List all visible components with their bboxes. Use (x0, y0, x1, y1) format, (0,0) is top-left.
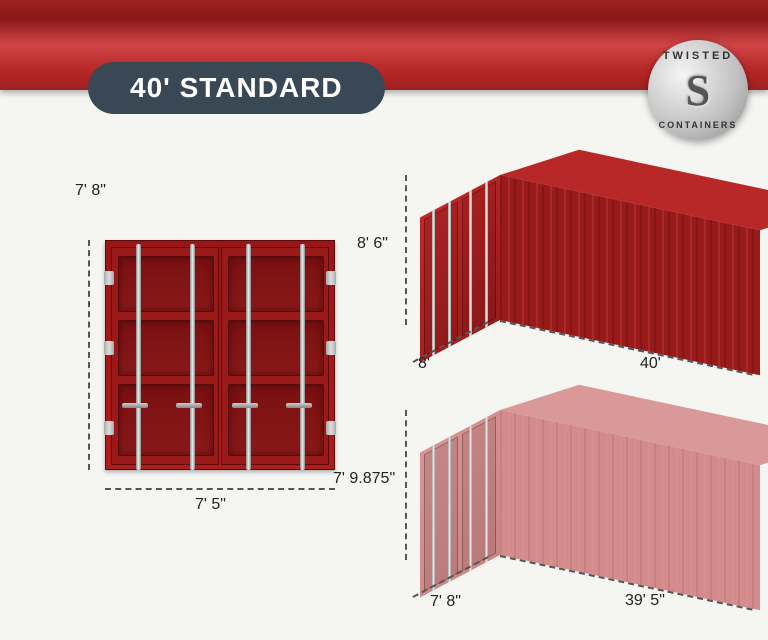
front-width-label: 7' 5" (195, 496, 226, 514)
ext-length-label: 40' (640, 355, 661, 373)
ext-height-dash (405, 175, 407, 325)
logo-letter: S (686, 65, 710, 116)
int-width-label: 7' 8" (430, 593, 461, 611)
title-pill: 40' STANDARD (88, 62, 385, 114)
int-length-label: 39' 5" (625, 592, 665, 610)
title-text: 40' STANDARD (130, 72, 343, 103)
front-width-dash (105, 488, 335, 490)
logo-top-text: TWISTED (663, 50, 734, 62)
front-door-left (111, 247, 219, 465)
int-height-label: 7' 9.875" (333, 470, 395, 488)
container-front-view (105, 240, 335, 470)
ext-width-label: 8' (418, 355, 430, 373)
front-door-right (221, 247, 329, 465)
int-height-dash (405, 410, 407, 560)
front-height-label: 7' 8" (75, 182, 106, 200)
diagram-area: 7' 8" 7' 5" 8' 6" 8' 40' 7' 9 (0, 120, 768, 640)
front-height-dash (88, 240, 90, 470)
ext-height-label: 8' 6" (357, 235, 388, 253)
